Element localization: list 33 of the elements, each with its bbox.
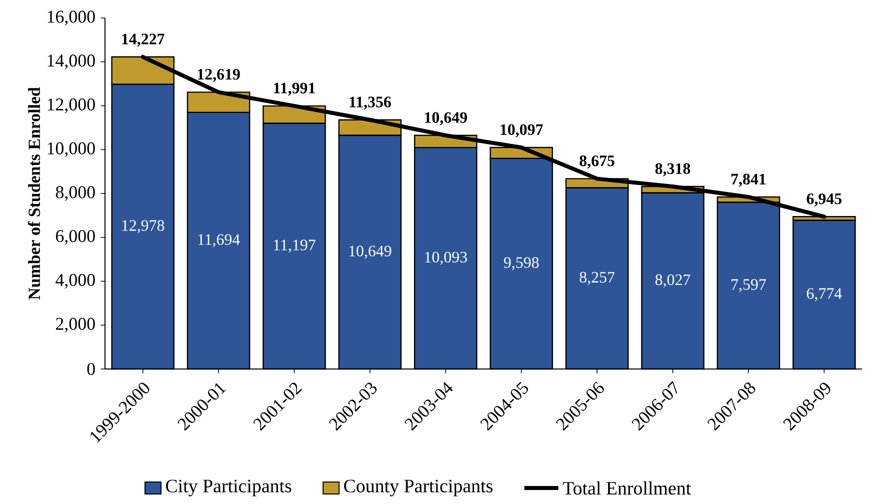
data-label: 8,027 <box>655 274 690 288</box>
data-label: 11,694 <box>198 234 240 248</box>
y-tick-label: 6,000 <box>56 230 95 245</box>
data-label: 7,597 <box>732 279 766 292</box>
y-tick-label: 2,000 <box>56 318 95 332</box>
y-tick-label: 16,000 <box>48 10 95 26</box>
data-label: 6,945 <box>806 193 842 206</box>
data-label: 11,197 <box>274 240 316 253</box>
y-tick-label: 0 <box>87 362 95 376</box>
y-tick-label: 12,000 <box>48 98 95 114</box>
data-label: 10,649 <box>349 246 392 259</box>
data-label: 8,257 <box>580 272 615 285</box>
data-label: 10,093 <box>425 252 467 265</box>
data-label: 14,227 <box>122 34 164 47</box>
data-label: 11,356 <box>350 96 391 110</box>
data-label: 7,841 <box>731 174 766 187</box>
y-tick-label: 8,000 <box>56 186 95 201</box>
legend-label: City Participants <box>166 480 292 496</box>
y-tick-label: 10,000 <box>48 142 95 157</box>
y-axis-title: Number of Students Enrolled <box>28 87 40 300</box>
legend-label: Total Enrollment <box>562 481 691 495</box>
data-label: 10,649 <box>425 112 467 126</box>
y-tick-label: 14,000 <box>48 54 95 70</box>
legend-label: County Participants <box>344 480 492 496</box>
data-label: 9,598 <box>504 257 539 270</box>
data-label: 8,675 <box>580 155 614 169</box>
data-label: 10,097 <box>500 124 543 138</box>
data-label: 8,318 <box>655 163 690 176</box>
y-tick-label: 4,000 <box>56 274 95 289</box>
data-label: 12,978 <box>122 220 164 234</box>
data-label: 11,991 <box>274 82 315 96</box>
data-label: 12,619 <box>198 68 240 82</box>
data-label: 6,774 <box>806 288 842 302</box>
